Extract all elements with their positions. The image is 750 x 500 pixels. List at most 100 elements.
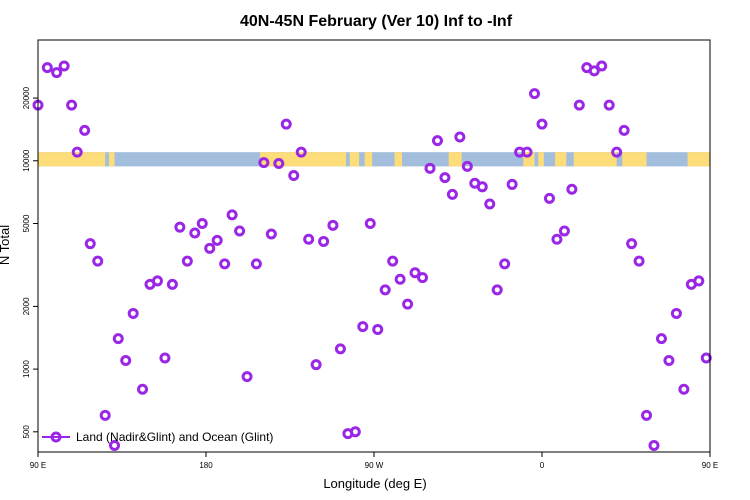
data-point	[364, 217, 376, 229]
x-axis: 90 E 180 90 W 0 90 E	[30, 452, 718, 470]
data-point	[693, 275, 705, 287]
data-point	[66, 99, 78, 111]
data-point	[618, 124, 630, 136]
data-point	[379, 284, 391, 296]
data-points	[32, 60, 712, 451]
x-axis-title: Longitude (deg E)	[323, 476, 426, 491]
data-point	[204, 242, 216, 254]
y-axis-title: N Total	[0, 225, 12, 265]
data-point	[402, 298, 414, 310]
data-point	[603, 99, 615, 111]
data-point	[295, 146, 307, 158]
data-point	[318, 235, 330, 247]
land-segment	[364, 152, 373, 167]
land-segment	[448, 152, 462, 167]
x-tick-label: 180	[199, 461, 213, 470]
data-point	[387, 255, 399, 267]
data-point	[439, 172, 451, 184]
land-segment	[573, 152, 617, 167]
data-point	[670, 307, 682, 319]
data-point	[174, 221, 186, 233]
data-point	[112, 333, 124, 345]
data-point	[655, 333, 667, 345]
data-point	[310, 359, 322, 371]
data-point	[626, 238, 638, 250]
data-point	[303, 233, 315, 245]
land-segment	[687, 152, 710, 167]
data-point	[611, 146, 623, 158]
data-point	[189, 227, 201, 239]
data-point	[476, 181, 488, 193]
data-point	[79, 124, 91, 136]
data-point	[84, 238, 96, 250]
data-point	[120, 354, 132, 366]
data-point	[349, 426, 361, 438]
data-point	[461, 160, 473, 172]
y-tick-label: 10000	[22, 149, 31, 172]
data-point	[596, 60, 608, 72]
legend-marker-swatch	[50, 431, 62, 443]
data-point	[551, 233, 563, 245]
data-point	[51, 67, 63, 79]
data-point	[357, 321, 369, 333]
data-point	[424, 162, 436, 174]
data-point	[159, 352, 171, 364]
data-point	[633, 255, 645, 267]
land-segment	[523, 152, 535, 167]
data-point	[58, 60, 70, 72]
data-point	[678, 383, 690, 395]
land-ocean-band	[38, 152, 710, 167]
x-tick-label: 90 E	[702, 461, 718, 470]
data-point	[41, 62, 53, 74]
data-point	[288, 169, 300, 181]
data-point	[258, 157, 270, 169]
data-point	[446, 188, 458, 200]
data-point	[409, 267, 421, 279]
data-point	[71, 146, 83, 158]
y-axis: 500 1000 2000 5000 10000 20000	[22, 86, 38, 438]
y-tick-label: 20000	[22, 86, 31, 109]
data-point	[700, 352, 712, 364]
data-point	[92, 255, 104, 267]
land-segment	[538, 152, 544, 167]
land-segment	[555, 152, 567, 167]
data-point	[417, 272, 429, 284]
land-segment	[394, 152, 402, 167]
data-point	[137, 383, 149, 395]
data-point	[151, 275, 163, 287]
land-segment	[349, 152, 360, 167]
data-point	[558, 225, 570, 237]
data-point	[109, 439, 121, 451]
y-tick-label: 500	[22, 425, 31, 439]
data-point	[127, 307, 139, 319]
data-point	[219, 258, 231, 270]
data-point	[327, 219, 339, 231]
x-tick-label: 0	[540, 461, 545, 470]
data-point	[234, 225, 246, 237]
data-point	[648, 439, 660, 451]
data-point	[394, 273, 406, 285]
data-point	[536, 118, 548, 130]
data-point	[241, 371, 253, 383]
data-point	[372, 323, 384, 335]
legend-label: Land (Nadir&Glint) and Ocean (Glint)	[76, 430, 273, 444]
data-point	[543, 192, 555, 204]
data-point	[166, 278, 178, 290]
data-point	[641, 409, 653, 421]
data-point	[280, 118, 292, 130]
land-segment	[108, 152, 115, 167]
chart-title: 40N-45N February (Ver 10) Inf to -Inf	[240, 13, 513, 30]
data-point	[196, 217, 208, 229]
data-point	[529, 88, 541, 100]
data-point	[663, 354, 675, 366]
y-tick-label: 5000	[22, 214, 31, 232]
land-segment	[38, 152, 106, 167]
data-point	[334, 343, 346, 355]
y-tick-label: 1000	[22, 360, 31, 378]
y-tick-label: 2000	[22, 297, 31, 315]
data-point	[566, 183, 578, 195]
data-point	[431, 135, 443, 147]
data-point	[181, 255, 193, 267]
data-point	[273, 158, 285, 170]
